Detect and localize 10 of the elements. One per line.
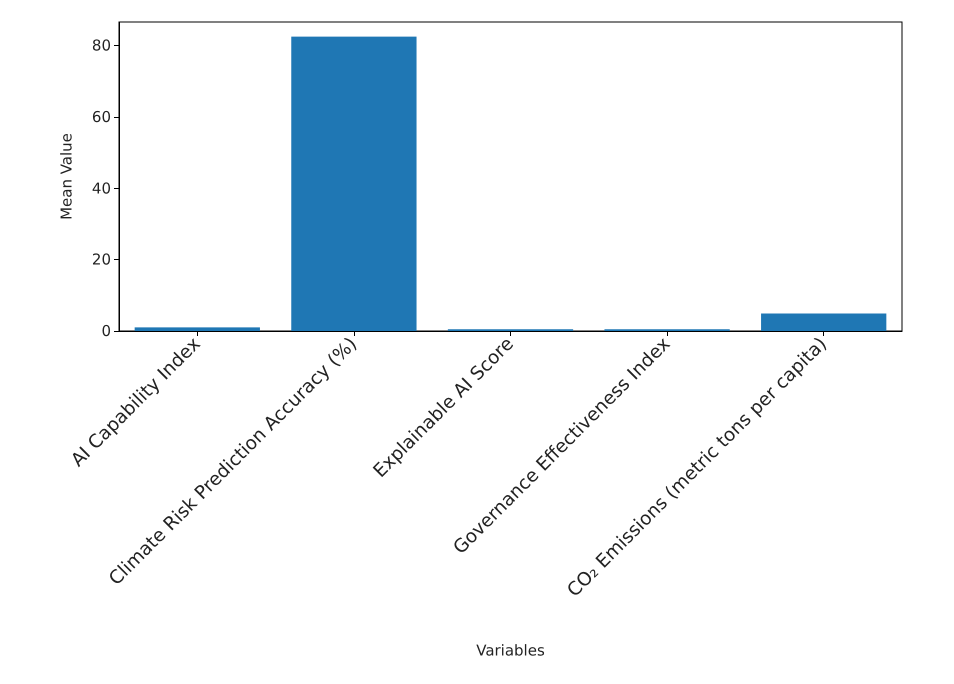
x-axis-title: Variables <box>476 642 545 660</box>
y-tick-label: 20 <box>92 250 111 269</box>
bar <box>134 327 260 331</box>
y-tick-label: 60 <box>92 108 111 126</box>
y-tick-label: 0 <box>101 322 111 340</box>
y-axis-title: Mean Value <box>58 133 76 220</box>
y-tick-label: 40 <box>92 179 111 198</box>
y-tick-label: 80 <box>92 36 111 55</box>
bar <box>761 314 886 331</box>
bar <box>291 36 417 331</box>
